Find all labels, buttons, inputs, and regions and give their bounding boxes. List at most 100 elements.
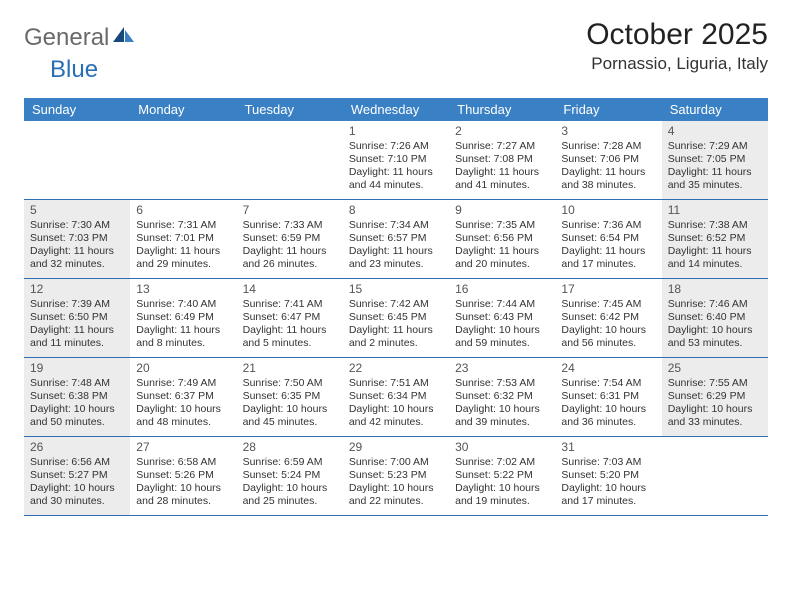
day-info-line: Sunset: 6:57 PM	[349, 232, 443, 245]
day-info-line: Sunrise: 7:27 AM	[455, 140, 549, 153]
day-number: 7	[243, 203, 337, 218]
day-info-line: Sunrise: 7:38 AM	[668, 219, 762, 232]
day-info-line: Sunset: 7:10 PM	[349, 153, 443, 166]
day-cell: 29Sunrise: 7:00 AMSunset: 5:23 PMDayligh…	[343, 437, 449, 515]
day-cell: 30Sunrise: 7:02 AMSunset: 5:22 PMDayligh…	[449, 437, 555, 515]
day-info-line: Sunrise: 7:45 AM	[561, 298, 655, 311]
day-info-line: Sunset: 6:40 PM	[668, 311, 762, 324]
day-info-line: Sunset: 7:03 PM	[30, 232, 124, 245]
day-info-line: Sunrise: 7:33 AM	[243, 219, 337, 232]
logo-sail-icon	[113, 27, 135, 50]
day-info-line: Sunrise: 7:41 AM	[243, 298, 337, 311]
day-info-line: Sunrise: 7:48 AM	[30, 377, 124, 390]
day-cell: 27Sunrise: 6:58 AMSunset: 5:26 PMDayligh…	[130, 437, 236, 515]
day-info-line: and 36 minutes.	[561, 416, 655, 429]
day-cell: 13Sunrise: 7:40 AMSunset: 6:49 PMDayligh…	[130, 279, 236, 357]
day-info-line: Daylight: 11 hours	[349, 245, 443, 258]
day-info-line: Daylight: 10 hours	[243, 482, 337, 495]
day-info-line: Sunset: 6:45 PM	[349, 311, 443, 324]
day-info-line: Sunrise: 6:56 AM	[30, 456, 124, 469]
day-info-line: Sunrise: 7:46 AM	[668, 298, 762, 311]
day-number: 22	[349, 361, 443, 376]
title-block: October 2025 Pornassio, Liguria, Italy	[586, 18, 768, 74]
day-cell: 14Sunrise: 7:41 AMSunset: 6:47 PMDayligh…	[237, 279, 343, 357]
day-info-line: Sunrise: 7:03 AM	[561, 456, 655, 469]
day-info-line: Daylight: 10 hours	[561, 324, 655, 337]
day-info-line: Daylight: 10 hours	[455, 482, 549, 495]
day-info-line: and 59 minutes.	[455, 337, 549, 350]
day-number: 18	[668, 282, 762, 297]
day-cell: 20Sunrise: 7:49 AMSunset: 6:37 PMDayligh…	[130, 358, 236, 436]
logo: General	[24, 18, 137, 52]
day-cell: 24Sunrise: 7:54 AMSunset: 6:31 PMDayligh…	[555, 358, 661, 436]
day-info-line: Daylight: 11 hours	[243, 324, 337, 337]
day-info-line: and 19 minutes.	[455, 495, 549, 508]
day-cell: 12Sunrise: 7:39 AMSunset: 6:50 PMDayligh…	[24, 279, 130, 357]
day-info-line: Daylight: 11 hours	[30, 324, 124, 337]
day-number: 13	[136, 282, 230, 297]
day-cell: 4Sunrise: 7:29 AMSunset: 7:05 PMDaylight…	[662, 121, 768, 199]
day-cell	[130, 121, 236, 199]
day-number: 31	[561, 440, 655, 455]
day-info-line: Sunrise: 6:58 AM	[136, 456, 230, 469]
day-cell: 18Sunrise: 7:46 AMSunset: 6:40 PMDayligh…	[662, 279, 768, 357]
day-number: 30	[455, 440, 549, 455]
day-info-line: Daylight: 10 hours	[561, 403, 655, 416]
day-info-line: and 50 minutes.	[30, 416, 124, 429]
day-number: 3	[561, 124, 655, 139]
day-info-line: Sunrise: 7:51 AM	[349, 377, 443, 390]
day-info-line: Sunrise: 7:55 AM	[668, 377, 762, 390]
day-number: 1	[349, 124, 443, 139]
day-number: 5	[30, 203, 124, 218]
day-info-line: Sunset: 6:38 PM	[30, 390, 124, 403]
day-number: 2	[455, 124, 549, 139]
day-info-line: Sunset: 6:50 PM	[30, 311, 124, 324]
day-info-line: Sunset: 6:32 PM	[455, 390, 549, 403]
day-number: 20	[136, 361, 230, 376]
day-number: 12	[30, 282, 124, 297]
day-info-line: Sunset: 6:37 PM	[136, 390, 230, 403]
day-number: 14	[243, 282, 337, 297]
day-info-line: Sunset: 5:23 PM	[349, 469, 443, 482]
day-info-line: Sunrise: 7:39 AM	[30, 298, 124, 311]
day-info-line: and 39 minutes.	[455, 416, 549, 429]
day-info-line: and 41 minutes.	[455, 179, 549, 192]
day-number: 15	[349, 282, 443, 297]
day-cell: 22Sunrise: 7:51 AMSunset: 6:34 PMDayligh…	[343, 358, 449, 436]
day-info-line: Daylight: 10 hours	[30, 482, 124, 495]
day-info-line: Sunrise: 7:35 AM	[455, 219, 549, 232]
calendar: SundayMondayTuesdayWednesdayThursdayFrid…	[24, 98, 768, 516]
day-info-line: and 35 minutes.	[668, 179, 762, 192]
day-info-line: Daylight: 11 hours	[349, 324, 443, 337]
day-info-line: Sunrise: 7:42 AM	[349, 298, 443, 311]
day-number: 4	[668, 124, 762, 139]
day-cell: 1Sunrise: 7:26 AMSunset: 7:10 PMDaylight…	[343, 121, 449, 199]
day-cell: 11Sunrise: 7:38 AMSunset: 6:52 PMDayligh…	[662, 200, 768, 278]
day-info-line: Sunrise: 7:40 AM	[136, 298, 230, 311]
day-info-line: Sunset: 6:54 PM	[561, 232, 655, 245]
day-number: 27	[136, 440, 230, 455]
day-number: 10	[561, 203, 655, 218]
week-row: 5Sunrise: 7:30 AMSunset: 7:03 PM Daylight…	[24, 200, 768, 279]
day-info-line: and 17 minutes.	[561, 495, 655, 508]
day-info-line: and 32 minutes.	[30, 258, 124, 271]
day-info-line: Sunset: 6:31 PM	[561, 390, 655, 403]
day-info-line: Sunset: 5:20 PM	[561, 469, 655, 482]
week-row: 26Sunrise: 6:56 AMSunset: 5:27 PMDayligh…	[24, 437, 768, 516]
day-cell: 23Sunrise: 7:53 AMSunset: 6:32 PMDayligh…	[449, 358, 555, 436]
day-info-line: Sunset: 6:29 PM	[668, 390, 762, 403]
day-info-line: Sunrise: 7:30 AM	[30, 219, 124, 232]
day-info-line: and 56 minutes.	[561, 337, 655, 350]
day-header: Sunday	[24, 98, 130, 121]
day-number: 21	[243, 361, 337, 376]
day-info-line: Daylight: 10 hours	[668, 324, 762, 337]
day-info-line: Sunset: 6:35 PM	[243, 390, 337, 403]
day-number: 8	[349, 203, 443, 218]
day-info-line: and 33 minutes.	[668, 416, 762, 429]
day-info-line: Sunrise: 7:31 AM	[136, 219, 230, 232]
day-cell: 7Sunrise: 7:33 AMSunset: 6:59 PMDaylight…	[237, 200, 343, 278]
day-info-line: and 53 minutes.	[668, 337, 762, 350]
day-info-line: Sunset: 5:24 PM	[243, 469, 337, 482]
day-info-line: and 38 minutes.	[561, 179, 655, 192]
day-info-line: Daylight: 10 hours	[668, 403, 762, 416]
